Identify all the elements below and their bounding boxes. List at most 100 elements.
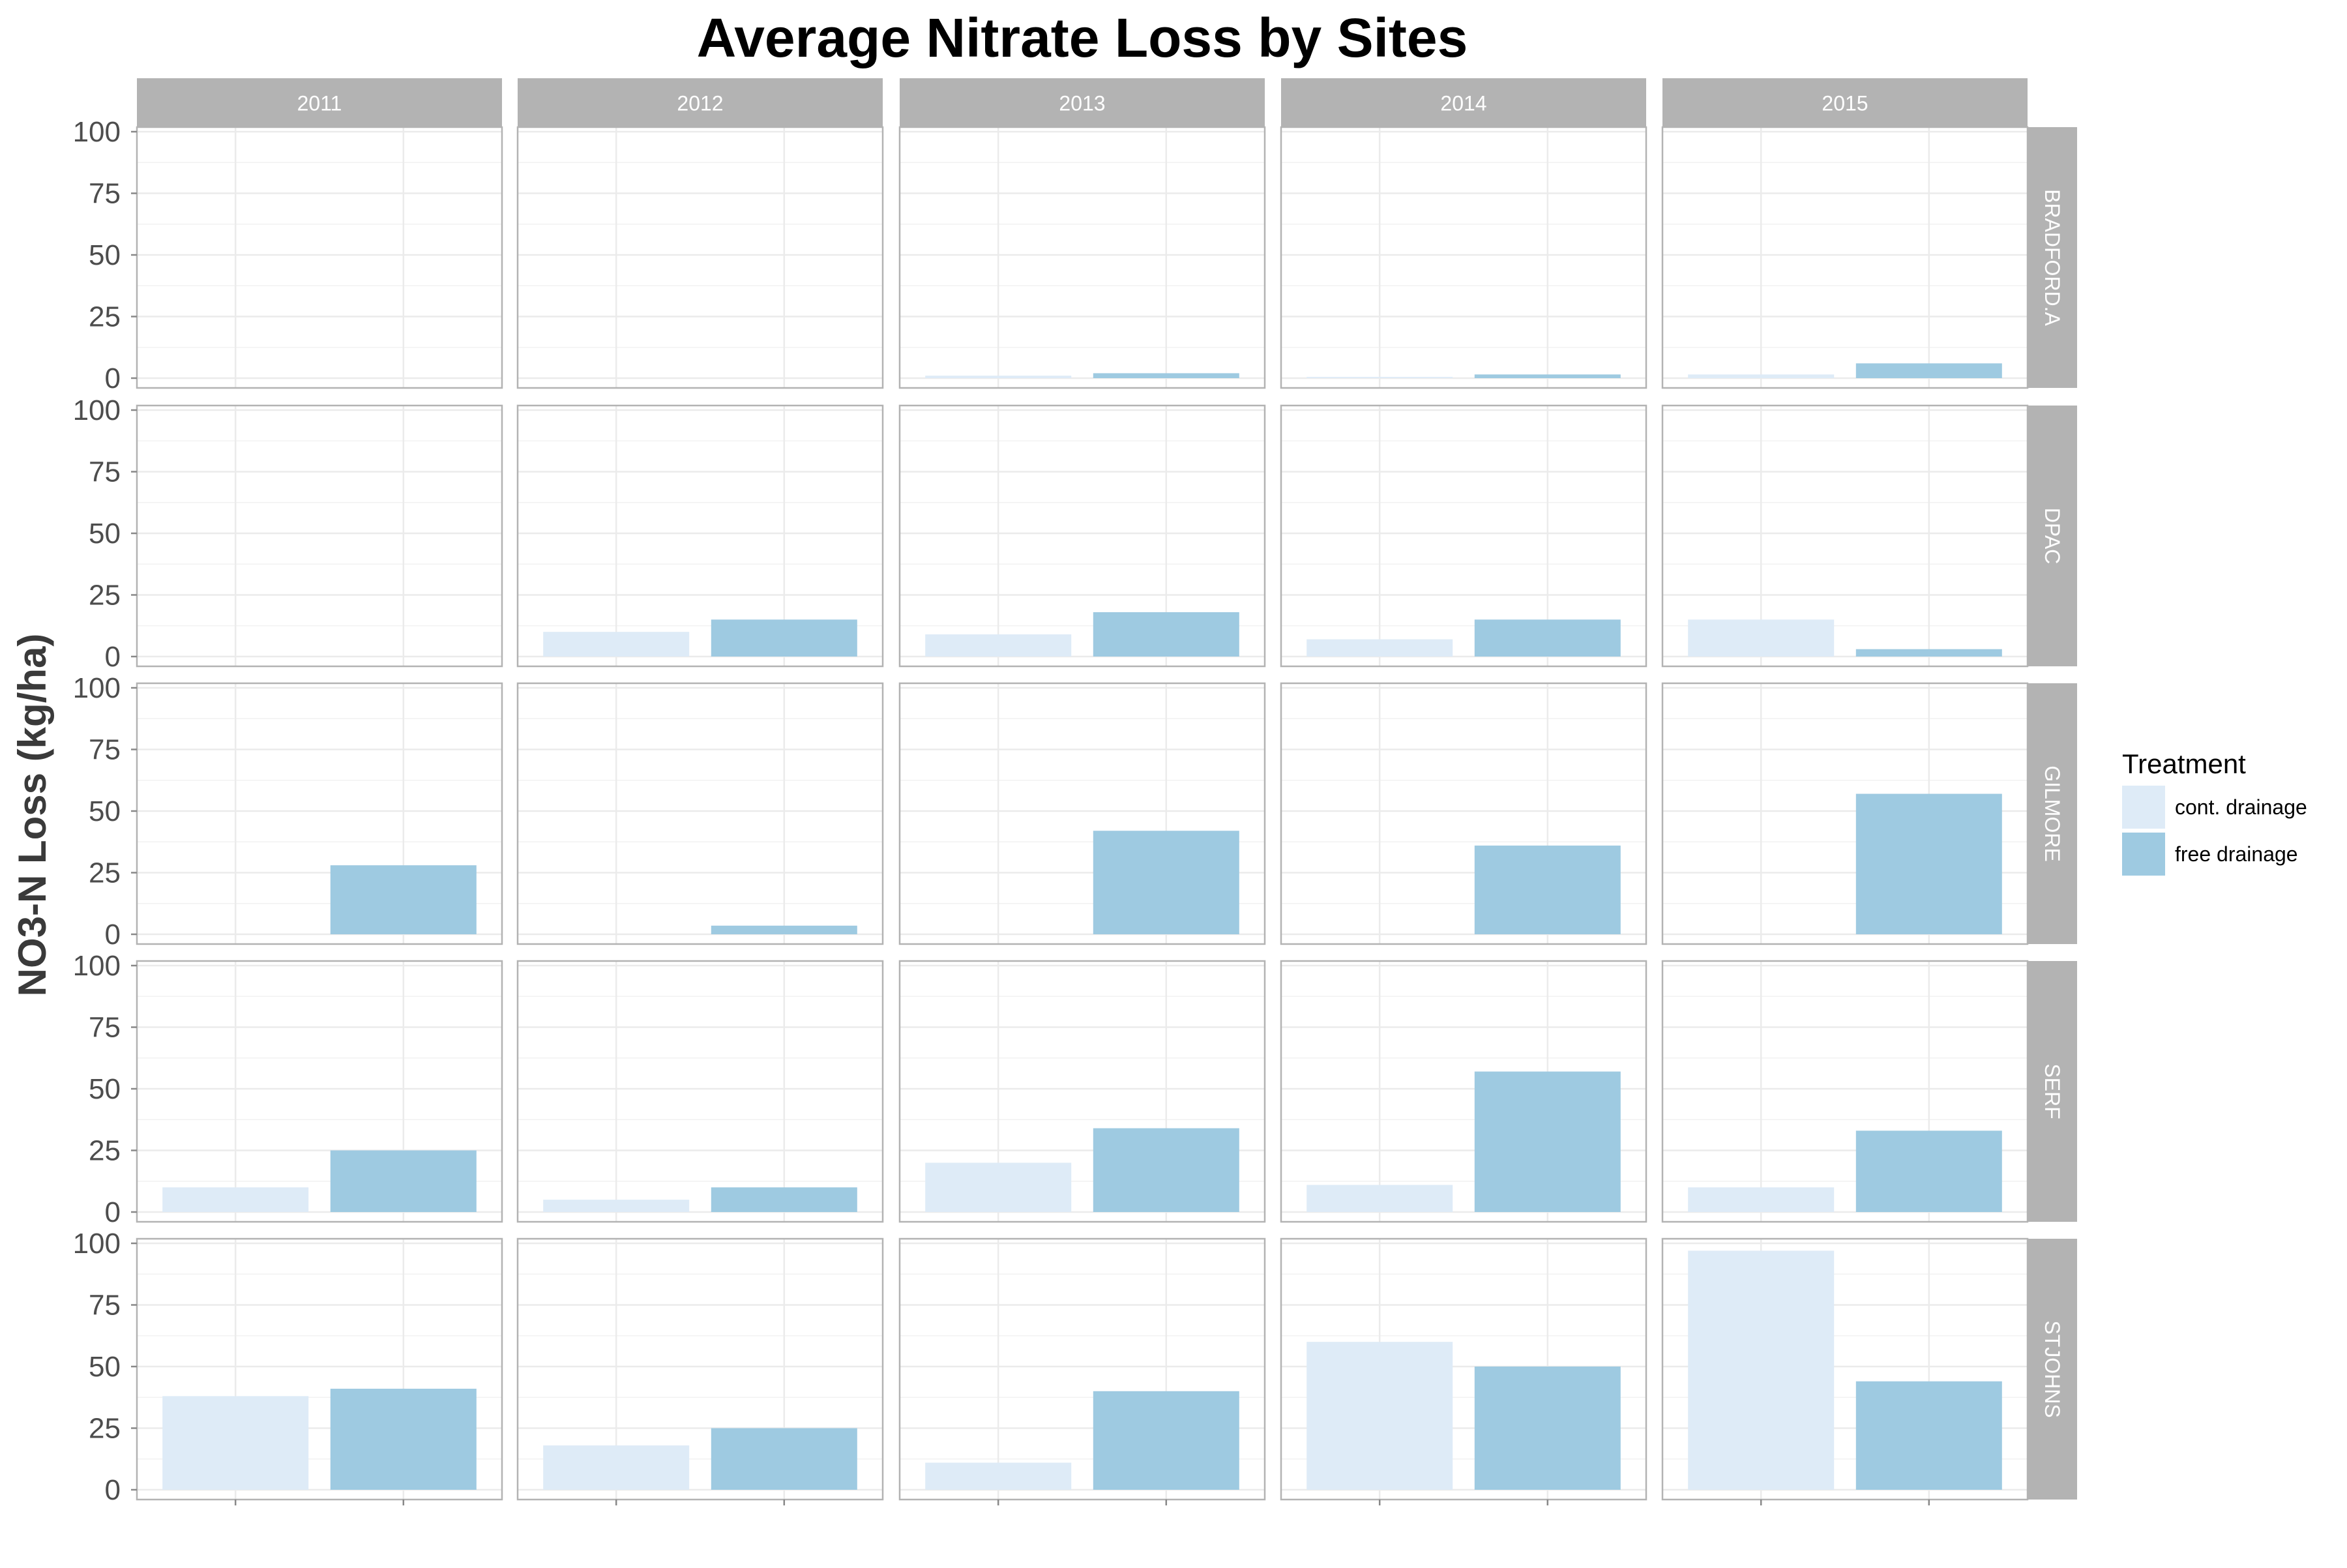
bar-free-drainage (1474, 619, 1621, 657)
bar-cont-drainage (162, 1187, 309, 1212)
y-tick-label-stjohns-100: 100 (73, 1228, 121, 1260)
bar-free-drainage (1855, 363, 2002, 378)
bar-free-drainage (330, 865, 477, 934)
bar-free-drainage (711, 619, 857, 657)
y-tick-label-bradford-a-50: 50 (89, 239, 121, 271)
row-strip-label-serf: SERF (2041, 1063, 2064, 1119)
bar-free-drainage (1474, 1071, 1621, 1212)
panel-stjohns-2014 (1280, 1237, 1647, 1505)
y-tick-label-bradford-a-100: 100 (73, 116, 121, 148)
bar-cont-drainage (1306, 1185, 1453, 1212)
bar-cont-drainage (925, 1462, 1072, 1490)
column-strip-2014 (1281, 78, 1646, 127)
column-strip-2013 (900, 78, 1265, 127)
bar-free-drainage (330, 1150, 477, 1212)
legend-label-cont-drainage: cont. drainage (2175, 795, 2307, 819)
panel-stjohns-2012 (516, 1237, 884, 1505)
y-tick-label-serf-50: 50 (89, 1073, 121, 1105)
bar-cont-drainage (1688, 1187, 1835, 1212)
y-tick-label-serf-0: 0 (105, 1196, 121, 1228)
column-strip-2012 (518, 78, 883, 127)
panel-border (136, 126, 503, 389)
panel-gilmore-2013 (898, 682, 1266, 945)
y-tick-label-stjohns-0: 0 (105, 1474, 121, 1506)
panel-border (516, 1237, 884, 1501)
panel-dpac-2011 (131, 404, 503, 668)
bar-cont-drainage (1306, 1342, 1453, 1490)
panel-bradford-a-2015 (1661, 126, 2029, 389)
panel-background (137, 406, 502, 666)
bar-free-drainage (711, 1428, 857, 1490)
bar-free-drainage (1474, 845, 1621, 934)
y-tick-label-serf-75: 75 (89, 1012, 121, 1044)
chart-title: Average Nitrate Loss by Sites (697, 7, 1468, 68)
panel-border (1280, 682, 1647, 945)
bar-free-drainage (1855, 793, 2002, 934)
panel-border (1661, 1237, 2029, 1501)
bar-free-drainage (1093, 1391, 1239, 1490)
panel-background (1281, 127, 1646, 388)
panel-dpac-2012 (516, 404, 884, 668)
panel-dpac-2015 (1661, 404, 2029, 668)
bar-cont-drainage (1688, 1250, 1835, 1490)
panel-border (898, 126, 1266, 389)
bar-cont-drainage (543, 1200, 690, 1212)
panel-border (1661, 404, 2029, 668)
panel-serf-2013 (898, 960, 1266, 1223)
column-strip-label-2012: 2012 (677, 92, 723, 115)
panel-background (518, 127, 883, 388)
y-tick-label-bradford-a-75: 75 (89, 178, 121, 210)
row-strip-label-gilmore: GILMORE (2041, 765, 2064, 862)
panel-border (1661, 126, 2029, 389)
y-tick-label-dpac-50: 50 (89, 518, 121, 550)
bar-free-drainage (711, 925, 857, 934)
bar-free-drainage (330, 1389, 477, 1490)
bar-cont-drainage (1688, 374, 1835, 378)
bar-cont-drainage (1306, 377, 1453, 378)
bar-cont-drainage (1306, 639, 1453, 657)
panel-background (518, 683, 883, 944)
panel-border (1280, 1237, 1647, 1501)
y-tick-label-stjohns-50: 50 (89, 1351, 121, 1383)
panel-serf-2014 (1280, 960, 1647, 1223)
panel-border (1661, 960, 2029, 1223)
bar-cont-drainage (925, 1162, 1072, 1212)
panel-bradford-a-2011 (131, 126, 503, 389)
column-strip-2015 (1662, 78, 2028, 127)
y-tick-label-gilmore-100: 100 (73, 672, 121, 704)
panel-dpac-2013 (898, 404, 1266, 668)
panel-border (516, 682, 884, 945)
row-strip-dpac (2028, 406, 2077, 666)
bar-free-drainage (1093, 831, 1239, 934)
row-strip-label-bradford-a: BRADFORD.A (2041, 189, 2064, 326)
bar-cont-drainage (162, 1396, 309, 1490)
bar-free-drainage (1855, 1131, 2002, 1212)
panel-gilmore-2011 (131, 682, 503, 945)
bar-cont-drainage (1688, 619, 1835, 657)
row-strip-stjohns (2028, 1239, 2077, 1500)
bar-free-drainage (1855, 1381, 2002, 1490)
row-strip-bradford-a (2028, 127, 2077, 388)
panel-border (136, 960, 503, 1223)
panel-border (1661, 682, 2029, 945)
bar-cont-drainage (925, 376, 1072, 378)
legend-swatch-cont-drainage (2122, 786, 2165, 829)
row-strip-serf (2028, 961, 2077, 1222)
panel-bradford-a-2014 (1280, 126, 1647, 389)
y-tick-label-bradford-a-25: 25 (89, 301, 121, 333)
panel-border (898, 682, 1266, 945)
y-tick-label-gilmore-25: 25 (89, 857, 121, 889)
panel-background (900, 127, 1265, 388)
panel-gilmore-2012 (516, 682, 884, 945)
panel-border (136, 682, 503, 945)
bar-free-drainage (1855, 649, 2002, 657)
bar-free-drainage (1093, 1128, 1239, 1212)
panel-border (1280, 960, 1647, 1223)
panel-border (1280, 126, 1647, 389)
panel-bradford-a-2012 (516, 126, 884, 389)
column-strip-2011 (137, 78, 502, 127)
column-strip-label-2015: 2015 (1822, 92, 1868, 115)
panel-gilmore-2015 (1661, 682, 2029, 945)
